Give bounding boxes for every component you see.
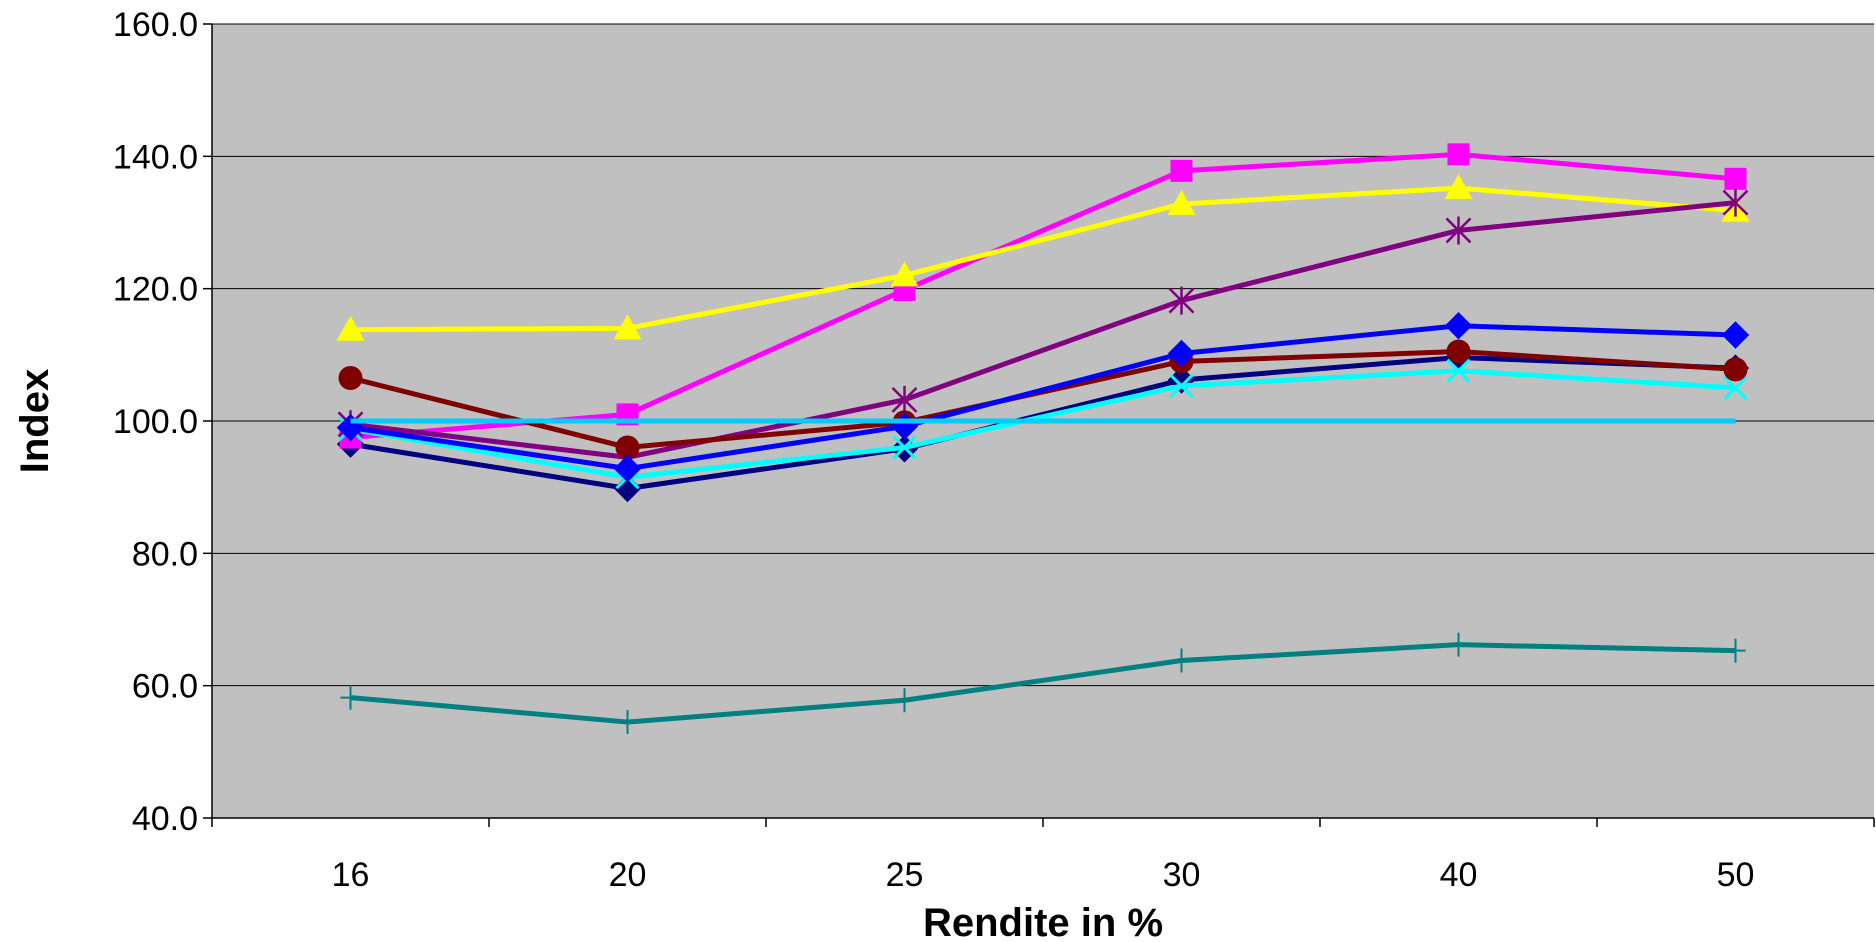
y-tick-labels: 40.0 60.0 80.0 100.0 120.0 140.0 160.0 [113,6,198,838]
data-point [1725,638,1746,663]
x-tick-label: 50 [1717,856,1755,894]
series-3 [336,174,1750,341]
data-point [1723,375,1748,400]
y-tick-label: 80.0 [132,535,198,573]
y-tick-label: 120.0 [113,271,198,309]
data-point [1444,312,1473,340]
data-point [1724,167,1747,190]
data-point [890,261,919,287]
x-axis-title: Rendite in % [923,901,1163,942]
data-point [340,685,361,710]
series-line [350,200,1736,460]
data-point [1448,632,1469,657]
series-line [350,151,1736,441]
y-tick-label: 60.0 [132,668,198,706]
series-layer [336,143,1750,735]
data-point [1723,357,1748,382]
data-point [1445,216,1472,245]
series-line [350,323,1736,472]
x-tick-label: 16 [332,856,370,894]
data-point [1721,321,1750,349]
data-point [1170,159,1193,182]
series-9 [340,632,1746,735]
data-point [617,710,638,735]
data-point [615,435,640,460]
data-point [1167,189,1196,215]
data-point [1446,339,1471,364]
y-tick-label: 40.0 [132,800,198,838]
data-point [894,688,915,713]
series-7 [336,312,1750,483]
data-point [1171,648,1192,673]
y-tick-label: 140.0 [113,138,198,176]
data-point [1447,143,1470,166]
y-axis-title: Index [13,369,57,473]
data-point [1444,174,1473,200]
data-point [613,454,642,483]
series-line [350,642,1736,725]
y-tick-label: 160.0 [113,6,198,44]
data-point [1169,373,1194,398]
data-point [338,365,363,390]
x-tick-label: 40 [1440,856,1478,894]
x-tick-label: 20 [609,856,647,894]
x-tick-label: 25 [886,856,924,894]
x-tick-label: 30 [1163,856,1201,894]
x-tick-labels: 16 20 25 30 40 50 [332,856,1755,894]
axes [203,23,1875,827]
data-point [1722,188,1749,217]
series-line [350,185,1736,333]
data-point [1446,358,1471,383]
data-point [336,315,365,341]
series-line [350,368,1736,480]
data-point [892,435,917,460]
data-point [1167,339,1196,368]
data-point [613,314,642,340]
y-tick-label: 100.0 [113,403,198,441]
data-point [891,385,918,414]
data-point [1168,286,1195,315]
